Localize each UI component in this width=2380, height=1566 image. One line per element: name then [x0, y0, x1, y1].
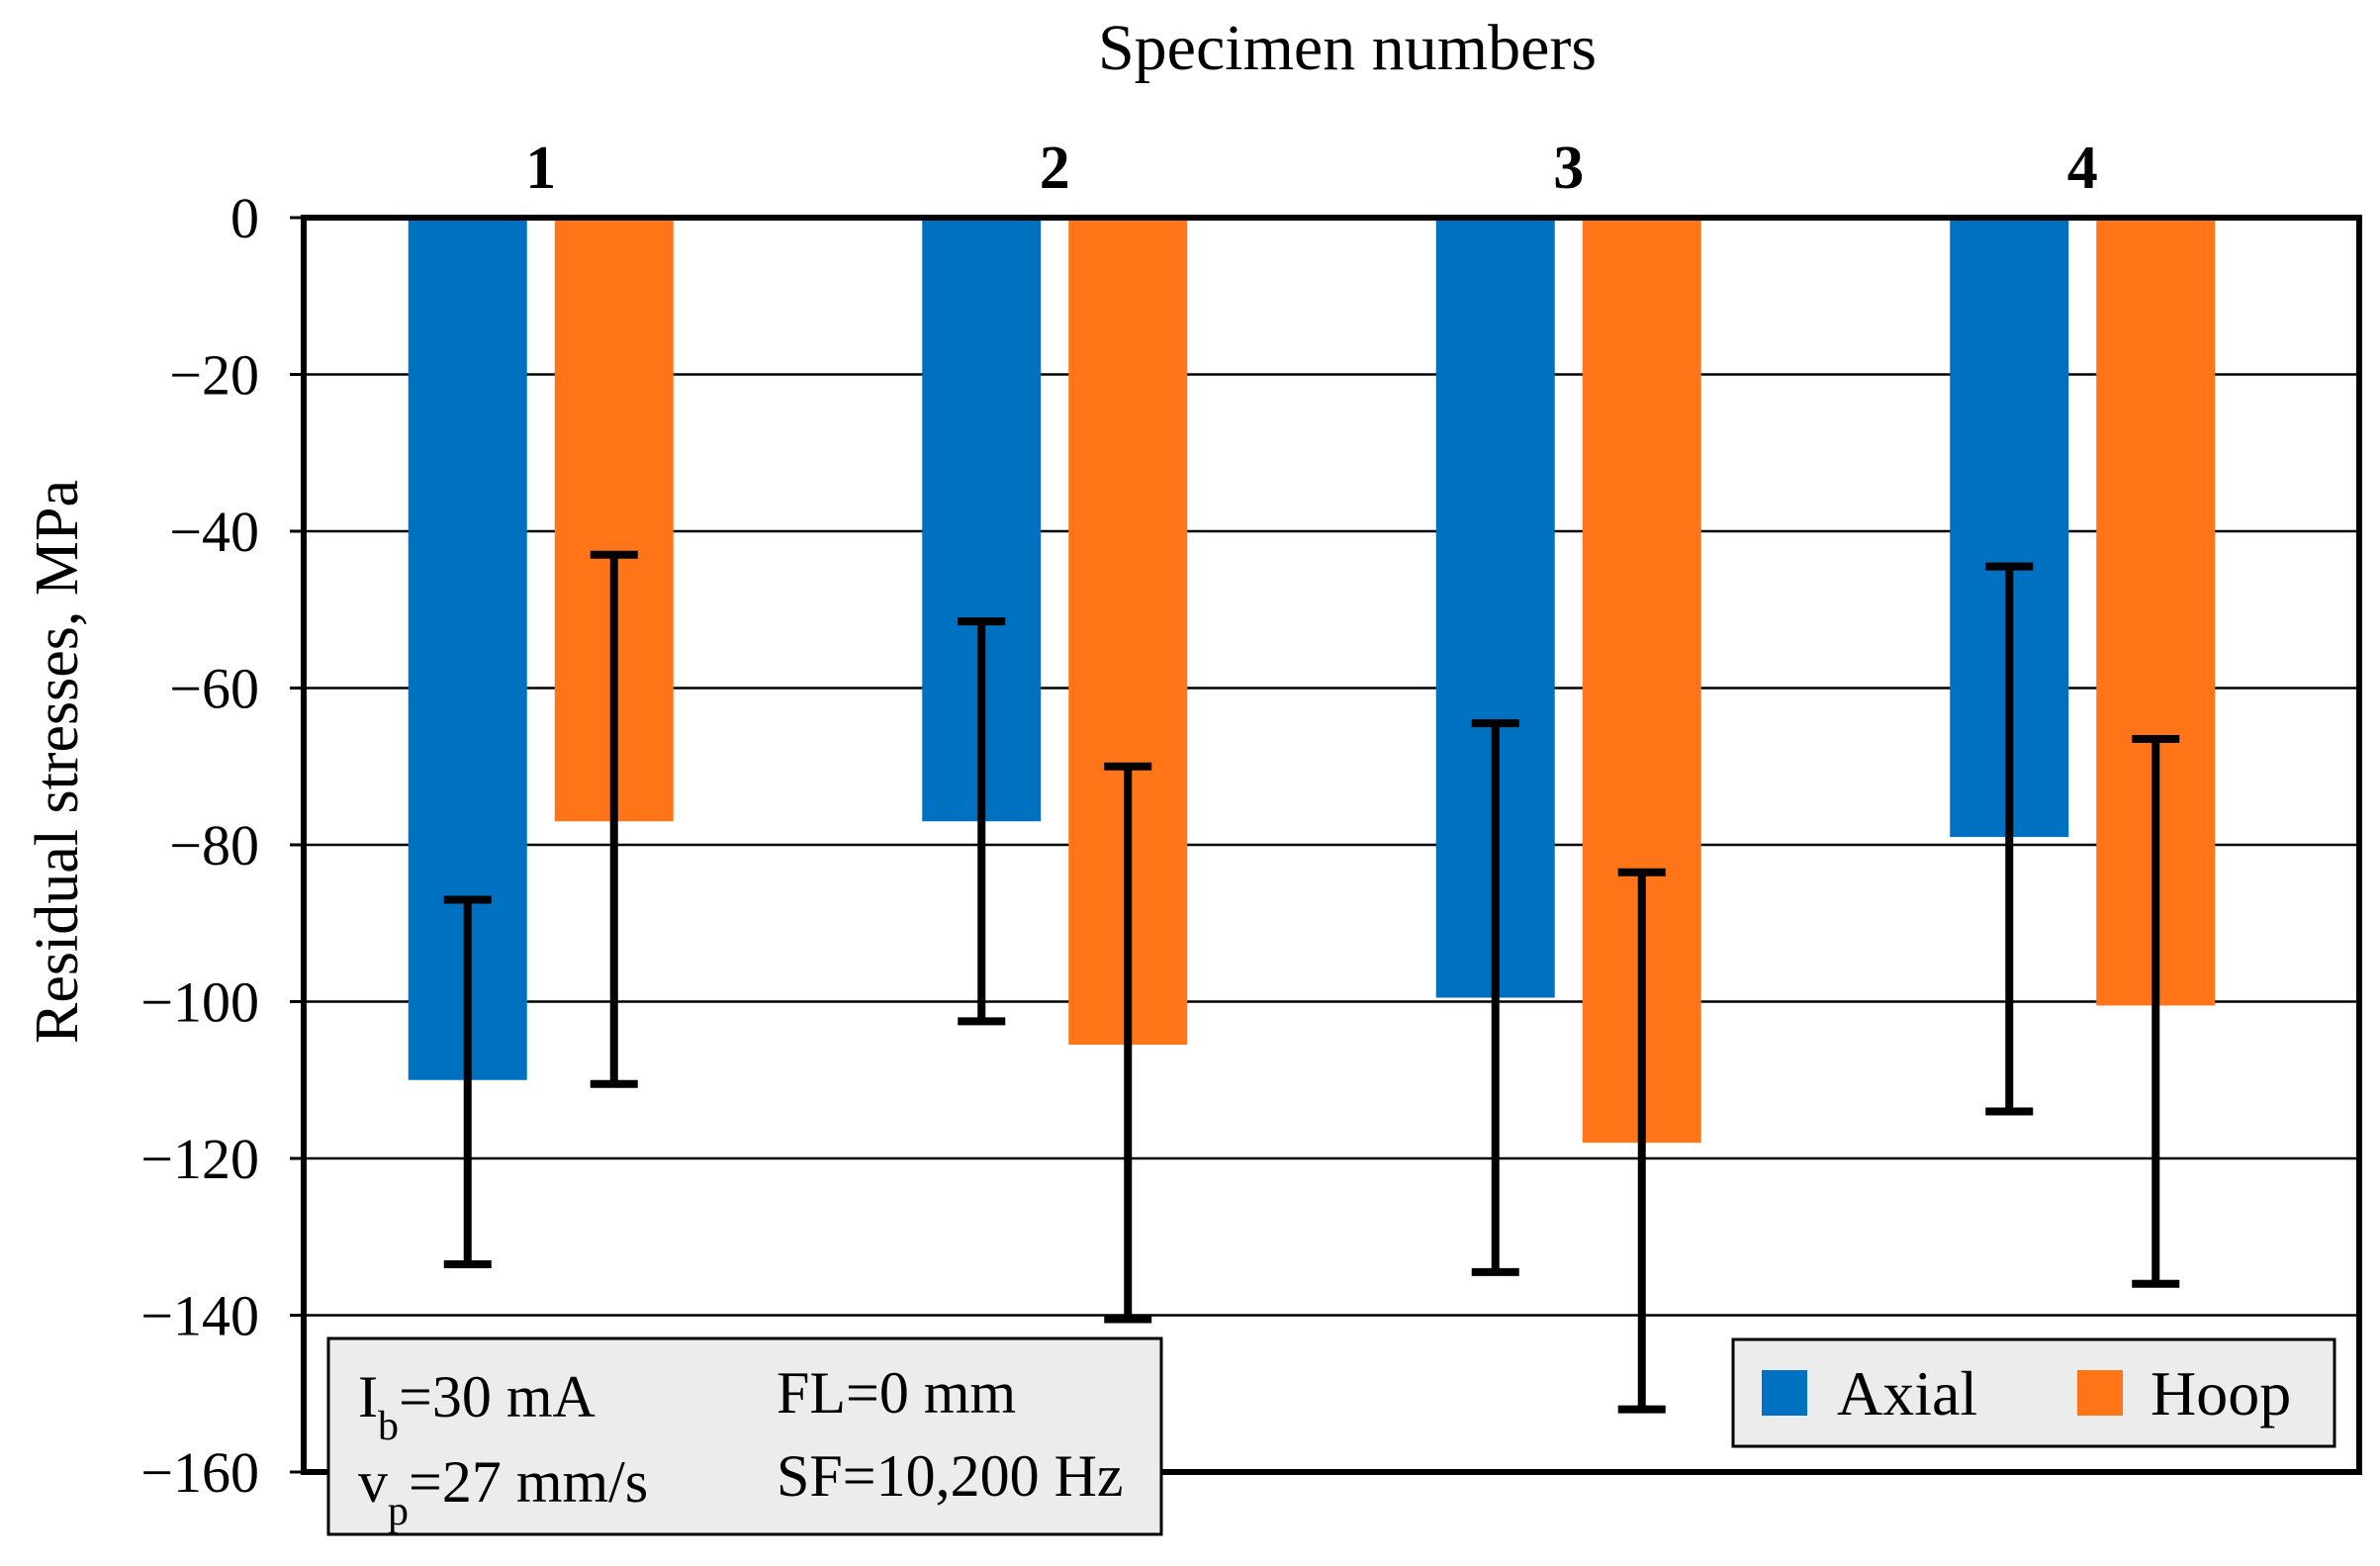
legend: Axial Hoop — [1731, 1337, 2336, 1448]
category-label-4: 4 — [2067, 135, 2098, 202]
chart-title: Specimen numbers — [1098, 12, 1597, 84]
category-labels: 1 2 3 4 — [525, 135, 2098, 202]
parameter-box-frame — [326, 1336, 1163, 1536]
category-label-2: 2 — [1040, 135, 1070, 202]
y-tick-label: 0 — [230, 186, 259, 250]
y-tick-label: −120 — [140, 1127, 259, 1191]
y-axis-ticks: 0 −20 −40 −60 −80 −100 −120 −140 −160 — [140, 186, 304, 1505]
speed-param: vp=27 mm/s — [358, 1449, 648, 1534]
error-bars — [443, 550, 2180, 1414]
legend-label-axial: Axial — [1837, 1358, 1977, 1428]
legend-swatch-axial — [1762, 1370, 1807, 1416]
legend-swatch-hoop — [2077, 1370, 2123, 1416]
focal-length-param: FL=0 mm — [777, 1360, 1016, 1426]
legend-label-hoop: Hoop — [2151, 1358, 2291, 1428]
y-tick-label: −100 — [140, 970, 259, 1035]
y-tick-label: −40 — [169, 500, 259, 564]
y-tick-label: −20 — [169, 343, 259, 408]
scan-frequency-param: SF=10,200 Hz — [777, 1443, 1124, 1509]
parameter-box: Ib=30 mA FL=0 mm vp=27 mm/s SF=10,200 Hz — [326, 1336, 1163, 1536]
beam-current-param: Ib=30 mA — [358, 1364, 595, 1449]
y-tick-label: −80 — [169, 813, 259, 877]
y-tick-label: −160 — [140, 1440, 259, 1505]
bars — [408, 218, 2216, 1144]
legend-frame — [1731, 1337, 2336, 1448]
y-tick-label: −140 — [140, 1284, 259, 1348]
y-tick-label: −60 — [169, 657, 259, 721]
category-label-3: 3 — [1553, 135, 1584, 202]
y-axis-label: Residual stresses, MPa — [24, 480, 91, 1044]
category-label-1: 1 — [525, 135, 556, 202]
